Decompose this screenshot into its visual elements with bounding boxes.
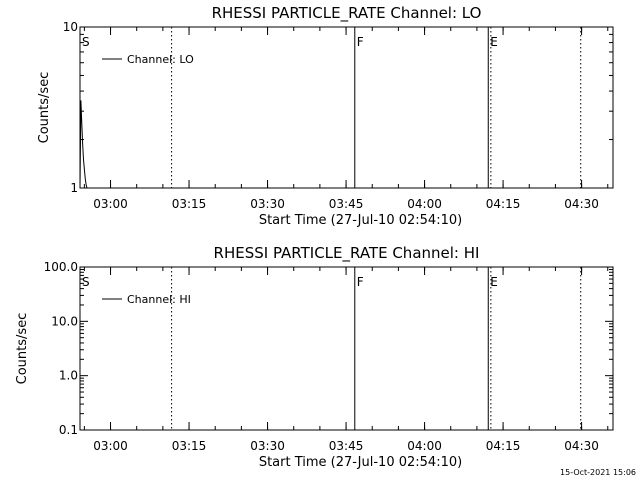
- series-line-lo: [79, 100, 89, 189]
- y-tick-label-lo: 10: [63, 20, 78, 34]
- x-tick-label-lo: 03:30: [250, 197, 285, 211]
- x-axis-label-lo: Start Time (27-Jul-10 02:54:10): [259, 213, 462, 228]
- y-tick-label-hi: 100.0: [44, 260, 78, 274]
- x-tick-label-lo: 03:45: [329, 197, 364, 211]
- chart-lo-panel: RHESSI PARTICLE_RATE Channel: LO Start Ti…: [37, 4, 614, 228]
- chart-title-lo: RHESSI PARTICLE_RATE Channel: LO: [212, 4, 482, 23]
- x-tick-label-hi: 04:30: [564, 439, 599, 453]
- event-marker-label-lo: F: [357, 35, 364, 49]
- x-axis-label-hi: Start Time (27-Jul-10 02:54:10): [259, 455, 462, 470]
- y-tick-label-hi: 10.0: [51, 314, 78, 328]
- event-marker-label-hi: F: [357, 275, 364, 289]
- event-marker-label-lo: S: [82, 35, 90, 49]
- y-tick-label-hi: 1.0: [59, 369, 78, 383]
- plot-frame-hi: [79, 266, 614, 431]
- footer-timestamp: 15-Oct-2021 15:06: [560, 468, 636, 477]
- chart-title-hi: RHESSI PARTICLE_RATE Channel: HI: [214, 244, 480, 263]
- event-marker-label-hi: E: [490, 275, 498, 289]
- x-tick-label-hi: 03:30: [250, 439, 285, 453]
- y-axis-label-hi: Counts/sec: [15, 313, 30, 385]
- x-tick-label-lo: 04:15: [486, 197, 521, 211]
- x-tick-label-lo: 03:15: [172, 197, 207, 211]
- event-marker-label-hi: S: [82, 275, 90, 289]
- x-tick-label-hi: 04:00: [407, 439, 442, 453]
- x-tick-label-lo: 03:00: [93, 197, 128, 211]
- plot-frame-lo: [79, 26, 614, 189]
- chart-hi-panel: RHESSI PARTICLE_RATE Channel: HI Start Ti…: [15, 244, 614, 470]
- x-tick-label-hi: 03:45: [329, 439, 364, 453]
- y-tick-label-lo: 1: [70, 181, 78, 195]
- y-tick-label-hi: 0.1: [59, 423, 78, 437]
- x-tick-label-lo: 04:30: [564, 197, 599, 211]
- y-axis-label-lo: Counts/sec: [37, 72, 52, 144]
- x-tick-label-hi: 03:00: [93, 439, 128, 453]
- legend-label-lo: Channel: LO: [127, 53, 194, 66]
- x-tick-label-hi: 04:15: [486, 439, 521, 453]
- legend-label-hi: Channel: HI: [127, 293, 191, 306]
- x-tick-label-hi: 03:15: [172, 439, 207, 453]
- x-tick-label-lo: 04:00: [407, 197, 442, 211]
- event-marker-label-lo: E: [490, 35, 498, 49]
